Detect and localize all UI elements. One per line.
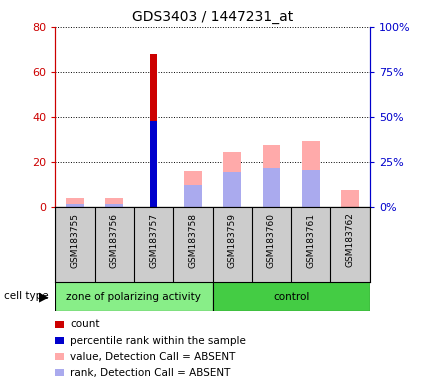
Text: GSM183760: GSM183760: [267, 213, 276, 268]
Bar: [223, 172, 241, 207]
Text: GSM183755: GSM183755: [71, 213, 79, 268]
Text: percentile rank within the sample: percentile rank within the sample: [70, 336, 246, 346]
Bar: [105, 198, 123, 207]
Bar: [66, 204, 84, 207]
Text: zone of polarizing activity: zone of polarizing activity: [66, 291, 201, 302]
Bar: [150, 54, 157, 207]
Bar: [55, 282, 212, 311]
Bar: [150, 121, 157, 207]
Bar: [184, 171, 202, 207]
Text: GSM183762: GSM183762: [346, 213, 354, 268]
Bar: [302, 170, 320, 207]
Text: cell type: cell type: [4, 291, 49, 301]
Bar: [66, 198, 84, 207]
Text: GDS3403 / 1447231_at: GDS3403 / 1447231_at: [132, 10, 293, 23]
Text: count: count: [70, 319, 99, 329]
Bar: [105, 204, 123, 207]
Text: ▶: ▶: [39, 290, 49, 303]
Bar: [341, 190, 359, 207]
Bar: [263, 168, 280, 207]
Text: GSM183757: GSM183757: [149, 213, 158, 268]
Bar: [263, 145, 280, 207]
Text: rank, Detection Call = ABSENT: rank, Detection Call = ABSENT: [70, 368, 230, 378]
Text: control: control: [273, 291, 309, 302]
Bar: [212, 282, 370, 311]
Text: value, Detection Call = ABSENT: value, Detection Call = ABSENT: [70, 352, 235, 362]
Text: GSM183761: GSM183761: [306, 213, 315, 268]
Text: GSM183758: GSM183758: [188, 213, 197, 268]
Bar: [184, 185, 202, 207]
Text: GSM183759: GSM183759: [228, 213, 237, 268]
Bar: [223, 152, 241, 207]
Text: GSM183756: GSM183756: [110, 213, 119, 268]
Bar: [302, 141, 320, 207]
